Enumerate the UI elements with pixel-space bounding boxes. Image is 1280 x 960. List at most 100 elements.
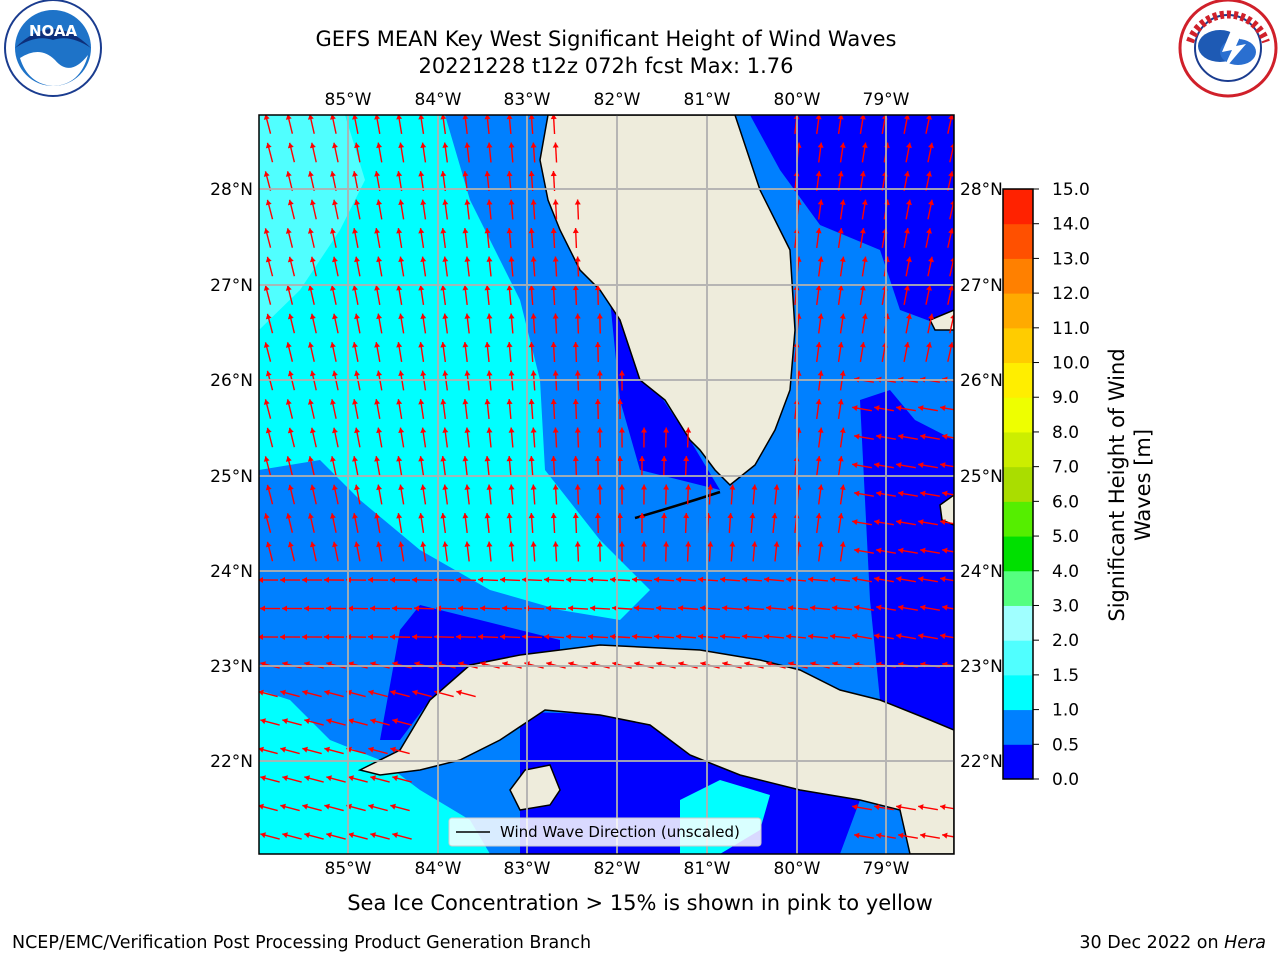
wave-arrow-head xyxy=(374,171,381,177)
wave-arrow-head xyxy=(354,256,360,263)
wave-arrow-head xyxy=(442,142,449,148)
wave-arrow-head xyxy=(376,256,383,263)
wave-arrow-head xyxy=(307,115,314,120)
wave-arrow-head xyxy=(817,142,824,148)
wave-arrow-head xyxy=(852,405,858,412)
lon-tick-label: 83°W xyxy=(504,90,551,110)
wave-arrow-head xyxy=(506,456,513,462)
wave-arrow-head xyxy=(918,576,924,583)
wave-arrow-head xyxy=(942,832,948,839)
wave-arrow-head xyxy=(418,456,425,462)
wave-arrow-head xyxy=(396,342,403,348)
wave-arrow-head xyxy=(594,513,601,519)
wave-arrow-head xyxy=(707,541,714,547)
lon-tick-label: 85°W xyxy=(325,859,372,879)
wave-arrow-head xyxy=(566,576,572,583)
wave-arrow-head xyxy=(898,547,904,554)
wave-arrow-head xyxy=(920,547,926,554)
wave-arrow-head xyxy=(572,285,579,291)
wave-arrow-head xyxy=(420,484,427,490)
colorbar-label-line1: Significant Height of Wind xyxy=(1105,348,1129,621)
wave-arrow-head xyxy=(898,832,904,839)
colorbar-tick-label: 15.0 xyxy=(1052,180,1090,200)
wave-arrow-head xyxy=(462,456,469,462)
wave-arrow-head xyxy=(285,228,292,234)
wave-arrow-head xyxy=(484,399,491,405)
wave-arrow-head xyxy=(574,199,581,205)
wave-arrow-head xyxy=(552,256,559,262)
wave-arrow-head xyxy=(420,313,427,319)
wave-arrow-head xyxy=(530,256,537,262)
wave-arrow-head xyxy=(530,199,537,205)
wave-arrow-head xyxy=(906,142,912,149)
wave-arrow-head xyxy=(948,342,954,348)
wave-arrow-head xyxy=(456,689,462,696)
wave-arrow-head xyxy=(685,541,692,547)
wave-arrow-head xyxy=(654,633,660,640)
wave-arrow-head xyxy=(287,199,294,206)
wave-arrow-head xyxy=(326,605,332,612)
wave-arrow-head xyxy=(837,399,844,405)
wave-arrow-head xyxy=(368,803,374,810)
wave-arrow-head xyxy=(926,228,932,234)
wave-arrow-head xyxy=(307,456,314,462)
wave-arrow-head xyxy=(874,462,880,469)
wave-arrow-head xyxy=(552,370,559,376)
wave-arrow-head xyxy=(307,171,314,177)
wave-arrow-head xyxy=(874,804,880,811)
wave-arrow-head xyxy=(464,313,471,319)
wave-arrow-head xyxy=(287,313,294,320)
wave-arrow-head xyxy=(528,171,535,177)
wave-arrow-head xyxy=(302,633,308,640)
wave-arrow-head xyxy=(837,285,844,291)
wave-arrow-head xyxy=(398,484,405,491)
wave-arrow-head xyxy=(330,513,336,519)
wave-arrow-head xyxy=(594,456,601,462)
noaa-logo: NOAA xyxy=(4,0,102,97)
wave-arrow-head xyxy=(376,541,383,548)
colorbar-border xyxy=(1002,188,1034,780)
wave-arrow-head xyxy=(837,115,844,120)
wave-arrow-head xyxy=(265,142,272,149)
wave-arrow-head xyxy=(639,513,646,519)
wave-arrow-head xyxy=(309,142,316,149)
wave-arrow-head xyxy=(920,433,926,440)
wave-arrow-head xyxy=(307,342,314,348)
wave-arrow-head xyxy=(398,142,405,149)
wave-arrow-head xyxy=(839,427,846,433)
lat-tick-label: 28°N xyxy=(210,180,253,200)
wave-arrow-head xyxy=(374,399,381,405)
wave-arrow-head xyxy=(304,832,310,839)
wave-arrow-head xyxy=(859,285,866,291)
wave-arrow-head xyxy=(661,456,668,462)
wave-arrow-head xyxy=(898,490,904,497)
colorbar-tick-label: 2.0 xyxy=(1052,631,1079,651)
wave-arrow-head xyxy=(462,399,469,405)
wave-arrow-head xyxy=(265,370,272,377)
colorbar-tick-label: 7.0 xyxy=(1052,458,1079,478)
wave-arrow-head xyxy=(588,576,594,583)
colorbar-tick-label: 10.0 xyxy=(1052,354,1090,374)
wave-zone-low xyxy=(750,115,954,330)
wave-arrow-head xyxy=(506,342,513,348)
wave-arrow-head xyxy=(282,605,288,612)
wave-arrow-head xyxy=(837,456,844,462)
wave-arrow-head xyxy=(508,256,515,262)
wave-arrow-head xyxy=(926,285,932,291)
wave-arrow-head xyxy=(574,370,581,376)
wave-arrow-head xyxy=(309,199,316,206)
wave-arrow-head xyxy=(676,576,682,583)
wave-arrow-head xyxy=(546,605,552,612)
wave-arrow-head xyxy=(486,370,493,376)
wave-arrow-head xyxy=(786,633,792,640)
lat-tick-label: 24°N xyxy=(210,562,253,582)
wave-arrow-head xyxy=(302,576,308,583)
wave-zone-high xyxy=(259,115,365,330)
wave-arrow-head xyxy=(808,576,814,583)
wave-arrow-head xyxy=(265,199,272,206)
wave-arrow-head xyxy=(506,285,513,291)
wave-arrow-head xyxy=(940,405,946,412)
land-bahamas xyxy=(928,309,954,331)
wave-arrow-head xyxy=(370,718,376,725)
